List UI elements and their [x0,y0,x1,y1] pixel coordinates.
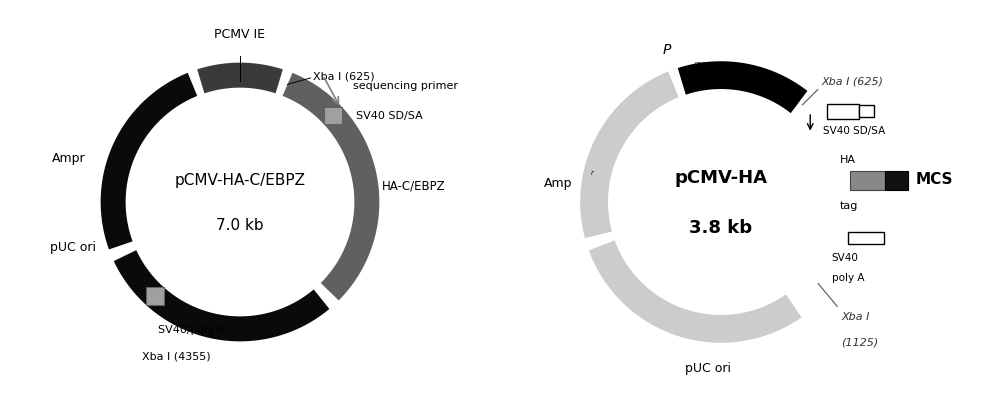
FancyBboxPatch shape [859,106,874,117]
Text: tag: tag [839,201,858,211]
Text: 3.8 kb: 3.8 kb [689,219,753,237]
Text: (1125): (1125) [841,337,878,347]
Text: pUC ori: pUC ori [50,240,96,253]
Text: 7.0 kb: 7.0 kb [216,218,264,233]
Text: PCMV IE: PCMV IE [214,28,266,40]
Text: $_{CMV\ IE}$: $_{CMV\ IE}$ [693,60,719,70]
Text: poly A: poly A [832,273,864,283]
Text: Xba I (4355): Xba I (4355) [142,351,210,361]
FancyBboxPatch shape [885,172,908,191]
Text: Xba I: Xba I [841,312,869,322]
Text: Amp: Amp [544,177,573,190]
Text: sequencing primer: sequencing primer [353,81,458,91]
Text: HA-C/EBPZ: HA-C/EBPZ [382,179,445,192]
Text: $P$: $P$ [662,43,673,57]
Text: $^r$: $^r$ [590,170,596,180]
Text: SV40: SV40 [832,252,859,262]
Text: Xba I (625): Xba I (625) [313,71,375,81]
FancyBboxPatch shape [324,107,342,125]
Text: HA: HA [839,154,855,164]
Text: pCMV-HA: pCMV-HA [674,168,767,186]
Text: MCS: MCS [916,172,953,187]
Text: SV40/poly A: SV40/poly A [158,324,225,335]
Text: Xba I (625): Xba I (625) [822,77,884,87]
FancyBboxPatch shape [827,104,859,120]
Text: Ampr: Ampr [52,152,86,165]
FancyBboxPatch shape [850,172,885,191]
Text: SV40 SD/SA: SV40 SD/SA [823,126,886,136]
FancyBboxPatch shape [848,232,884,245]
Text: SV40 SD/SA: SV40 SD/SA [356,111,422,121]
FancyBboxPatch shape [146,288,164,305]
Text: pUC ori: pUC ori [685,361,731,374]
Text: pCMV-HA-C/EBPZ: pCMV-HA-C/EBPZ [174,172,306,187]
